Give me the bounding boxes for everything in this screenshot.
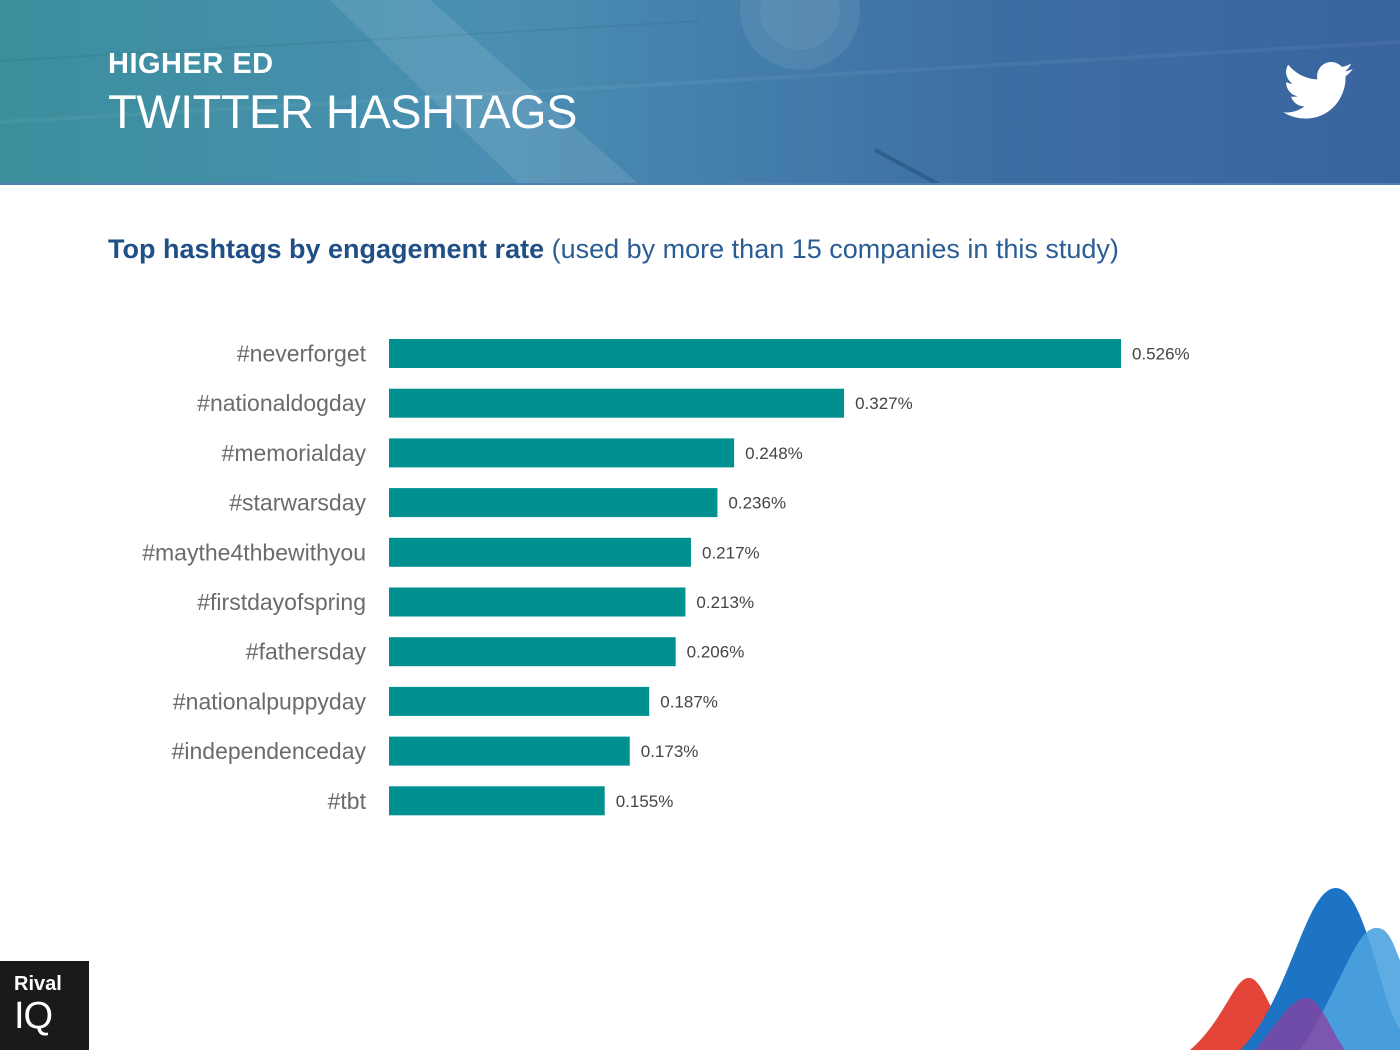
- bar: [389, 736, 630, 766]
- bar: [389, 786, 605, 816]
- header-banner: HIGHER ED TWITTER HASHTAGS: [0, 0, 1400, 185]
- chart-subtitle-bold: Top hashtags by engagement rate: [108, 234, 545, 264]
- corner-decoration: [1190, 887, 1400, 1050]
- category-label: #independenceday: [172, 738, 367, 764]
- value-label: 0.526%: [1132, 345, 1190, 364]
- value-label: 0.213%: [696, 593, 754, 612]
- chart-subtitle: Top hashtags by engagement rate (used by…: [108, 234, 1119, 265]
- category-label: #neverforget: [237, 341, 367, 367]
- category-label: #maythe4thbewithyou: [142, 539, 366, 565]
- category-label: #tbt: [328, 788, 367, 814]
- bar: [389, 587, 686, 617]
- value-label: 0.217%: [702, 543, 760, 562]
- bar: [389, 686, 650, 716]
- category-label: #starwarsday: [229, 490, 366, 516]
- bar: [389, 488, 718, 518]
- category-label: #fathersday: [246, 639, 367, 665]
- value-label: 0.155%: [616, 792, 674, 811]
- category-label: #firstdayofspring: [197, 589, 366, 615]
- bar: [389, 388, 845, 418]
- value-label: 0.187%: [660, 692, 718, 711]
- bar: [389, 438, 735, 468]
- logo-text-bottom: IQ: [14, 995, 53, 1037]
- bar: [389, 339, 1121, 368]
- banner-background-texture: [0, 0, 1400, 185]
- category-label: #nationaldogday: [197, 390, 366, 416]
- bar: [389, 637, 676, 667]
- header-kicker: HIGHER ED: [108, 48, 274, 80]
- page-title: TWITTER HASHTAGS: [108, 85, 577, 138]
- category-label: #nationalpuppyday: [173, 688, 367, 714]
- banner-divider: [0, 183, 1400, 185]
- value-label: 0.173%: [641, 742, 699, 761]
- value-label: 0.206%: [687, 643, 745, 662]
- value-label: 0.248%: [745, 444, 803, 463]
- value-label: 0.327%: [855, 394, 913, 413]
- logo-text-top: Rival: [14, 973, 62, 995]
- twitter-bird-icon: [1283, 62, 1353, 119]
- category-label: #memorialday: [222, 440, 367, 466]
- rival-iq-logo: Rival IQ: [0, 961, 89, 1050]
- bar: [389, 537, 691, 567]
- value-label: 0.236%: [728, 494, 786, 513]
- chart-subtitle-rest: (used by more than 15 companies in this …: [551, 234, 1119, 264]
